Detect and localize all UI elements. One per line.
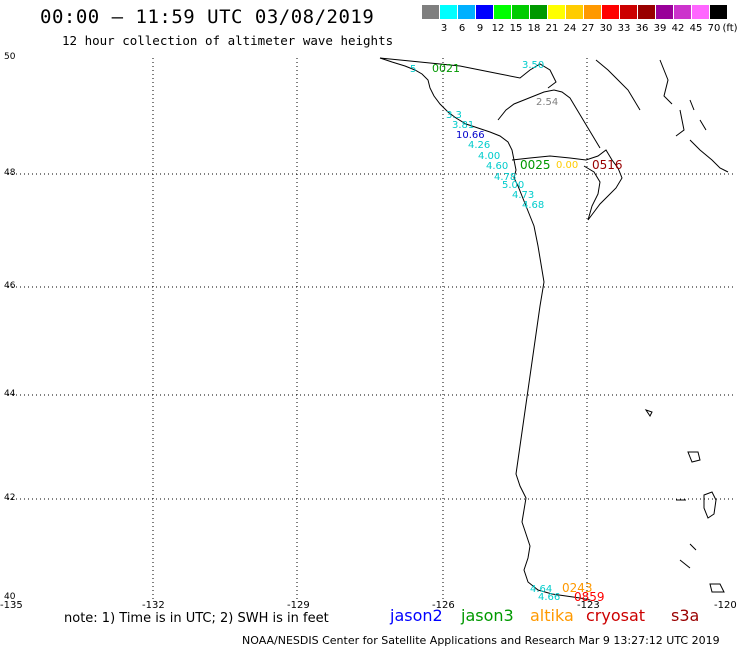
scale-label-5: 18 (527, 23, 541, 34)
lon-label-129: -129 (287, 600, 310, 611)
scale-label-10: 33 (617, 23, 631, 34)
coastline (379, 57, 729, 601)
lat-label-48: 48 (4, 168, 16, 178)
obs-label-8: 4.00 (478, 151, 500, 162)
legend-jason3: jason3 (461, 606, 514, 625)
obs-label-2: 3.50 (522, 60, 544, 71)
lake-shape-2 (687, 451, 701, 463)
lon-label-135: -135 (0, 600, 23, 611)
legend-cryosat: cryosat (586, 606, 646, 625)
obs-label-7: 4.26 (468, 140, 490, 151)
obs-label-17: 4.64 (530, 584, 552, 595)
scale-swatch-3 (476, 5, 493, 19)
scale-label-8: 27 (581, 23, 595, 34)
obs-label-11: 5.00 (502, 180, 524, 191)
lon-label-123: -123 (577, 600, 600, 611)
legend-s3a: s3a (671, 606, 700, 625)
scale-label-11: 36 (635, 23, 649, 34)
scale-label-1: 6 (458, 23, 466, 34)
inland-lakes (659, 59, 729, 173)
obs-label-6: 10.66 (456, 130, 485, 141)
scale-label-14: 45 (689, 23, 703, 34)
observation-labels: 5 0021 3.50 2.54 3.3 3.81 10.66 4.26 4.0… (410, 60, 623, 604)
scale-label-2: 9 (476, 23, 484, 34)
scale-unit: (ft) (722, 23, 738, 34)
scale-swatch-15 (692, 5, 709, 19)
scale-swatch-0 (422, 5, 439, 19)
scale-label-6: 21 (545, 23, 559, 34)
lake-shape-4 (709, 583, 725, 593)
lon-label-126: -126 (432, 600, 455, 611)
lat-label-50: 50 (4, 52, 16, 62)
obs-label-0: 5 (410, 64, 416, 75)
scale-label-3: 12 (491, 23, 505, 34)
map-title: 00:00 – 11:59 UTC 03/08/2019 (40, 6, 375, 28)
scale-label-12: 39 (653, 23, 667, 34)
lon-label-120: -120 (714, 600, 737, 611)
scale-swatch-6 (530, 5, 547, 19)
units-note: note: 1) Time is in UTC; 2) SWH is in fe… (64, 611, 329, 626)
obs-label-20: 0859 (574, 590, 605, 604)
puget-sound (511, 149, 623, 221)
scale-label-13: 42 (671, 23, 685, 34)
map-subtitle: 12 hour collection of altimeter wave hei… (62, 33, 394, 48)
credit-footer: NOAA/NESDIS Center for Satellite Applica… (242, 634, 720, 647)
scale-label-15: 70 (707, 23, 721, 34)
lat-label-44: 44 (4, 389, 16, 399)
lat-label-40: 40 (4, 592, 16, 602)
scale-swatch-16 (710, 5, 727, 19)
scale-swatch-11 (620, 5, 637, 19)
obs-label-10: 4.78 (494, 172, 516, 183)
obs-label-14: 0025 (520, 158, 551, 172)
scale-swatch-4 (494, 5, 511, 19)
scale-label-4: 15 (509, 23, 523, 34)
scale-swatch-12 (638, 5, 655, 19)
scale-swatch-1 (440, 5, 457, 19)
scale-swatch-5 (512, 5, 529, 19)
pacific-coast (379, 57, 591, 601)
obs-label-19: 0243 (562, 581, 593, 595)
obs-label-4: 3.3 (446, 110, 462, 121)
lake-shape-5 (676, 499, 697, 569)
scale-swatch-7 (548, 5, 565, 19)
graticule (8, 58, 733, 600)
obs-label-1: 0021 (432, 62, 460, 75)
obs-label-5: 3.81 (452, 120, 474, 131)
lake-shape-1 (703, 491, 717, 519)
scale-swatch-2 (458, 5, 475, 19)
obs-label-9: 4.60 (486, 161, 508, 172)
obs-label-12: 4.73 (512, 190, 534, 201)
lat-label-42: 42 (4, 493, 16, 503)
obs-label-13: 4.68 (522, 200, 544, 211)
legend-jason2: jason2 (390, 606, 443, 625)
obs-label-16: 0516 (592, 158, 623, 172)
scale-label-0: 3 (440, 23, 448, 34)
scale-swatch-14 (674, 5, 691, 19)
vancouver-island-north (379, 57, 557, 89)
scale-swatch-10 (602, 5, 619, 19)
scale-swatch-13 (656, 5, 673, 19)
obs-label-18: 4.66 (538, 592, 560, 603)
obs-label-15: 0.00 (556, 160, 578, 171)
lon-label-132: -132 (142, 600, 165, 611)
scale-swatch-8 (566, 5, 583, 19)
lake-shape-3 (644, 409, 653, 417)
scale-swatch-9 (584, 5, 601, 19)
scale-label-9: 30 (599, 23, 613, 34)
legend-altika: altika (530, 606, 574, 625)
lat-label-46: 46 (4, 281, 16, 291)
strait-coast (497, 89, 601, 149)
scale-label-7: 24 (563, 23, 577, 34)
mainland-coast (595, 59, 641, 111)
obs-label-3: 2.54 (536, 97, 558, 108)
